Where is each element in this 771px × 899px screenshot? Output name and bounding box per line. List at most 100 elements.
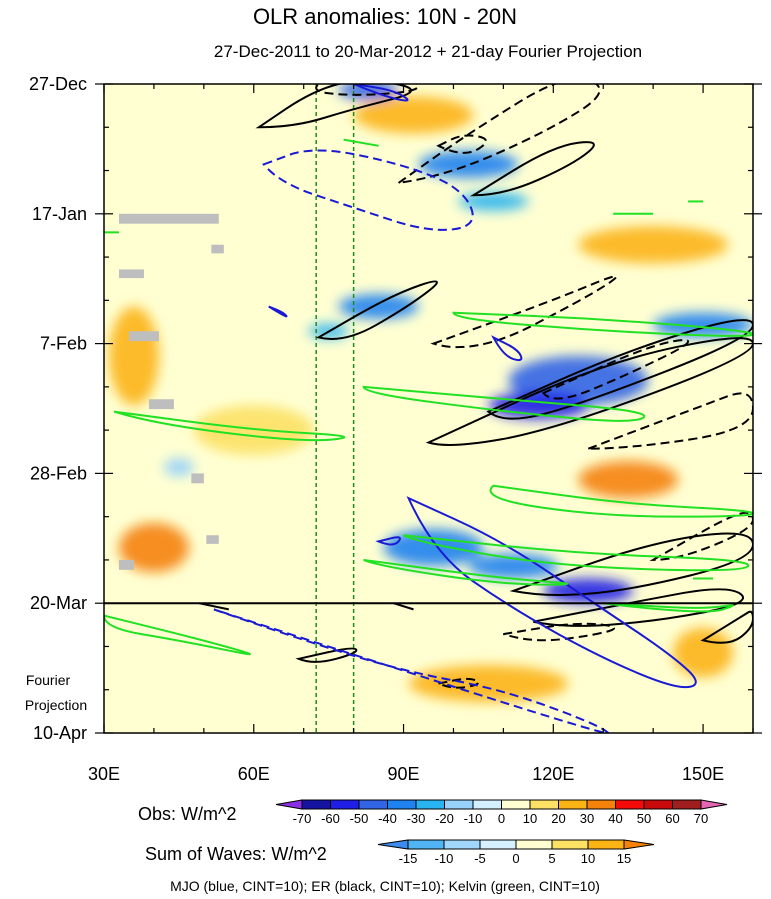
waves-colorbar-swatch	[623, 839, 655, 850]
waves-colorbar-level-label: -15	[399, 851, 418, 866]
missing-data-cell	[118, 269, 144, 279]
waves-colorbar-level-label: 10	[581, 851, 595, 866]
obs-colorbar-level-label: 70	[694, 811, 708, 826]
obs-colorbar-level-label: -30	[407, 811, 426, 826]
mjo-contour	[491, 335, 523, 362]
kelvin-contour	[104, 614, 251, 656]
obs-colorbar-level-label: 20	[551, 811, 565, 826]
anomaly-region	[418, 150, 519, 178]
obs-colorbar-level-label: -20	[435, 811, 454, 826]
waves-colorbar-swatch	[479, 839, 517, 850]
missing-data-cell	[148, 399, 174, 410]
er-contour	[649, 511, 753, 561]
kelvin-contour	[403, 534, 750, 572]
obs-colorbar-level-label: -50	[350, 811, 369, 826]
obs-colorbar-swatch	[501, 799, 531, 810]
anomaly-region	[468, 553, 559, 579]
anomaly-region	[458, 192, 529, 211]
obs-colorbar-swatch	[387, 799, 417, 810]
missing-data-cell	[128, 331, 159, 342]
missing-data	[118, 213, 224, 570]
projection-label-line2: Projection	[25, 697, 87, 713]
obs-colorbar-swatch	[700, 799, 728, 810]
obs-colorbar-level-label: 50	[637, 811, 651, 826]
kelvin-contour	[362, 385, 646, 422]
mjo-contour	[268, 305, 288, 318]
kelvin-contour	[343, 138, 379, 147]
er-contour	[316, 280, 438, 340]
waves-colorbar-level-label: 15	[617, 851, 631, 866]
anomaly-region	[383, 529, 484, 567]
x-tick-label: 60E	[238, 764, 270, 784]
er-contour	[587, 392, 753, 450]
obs-colorbar-swatch	[558, 799, 588, 810]
er-contour	[436, 134, 487, 154]
obs-colorbar-swatch	[444, 799, 474, 810]
obs-colorbar-swatch	[672, 799, 702, 810]
er-contour	[469, 141, 595, 197]
missing-data-cell	[118, 559, 134, 570]
obs-colorbar-swatch	[415, 799, 445, 810]
kelvin-contour	[363, 558, 569, 586]
chart-title: OLR anomalies: 10N - 20N	[253, 4, 517, 29]
y-tick-label: 28-Feb	[30, 463, 87, 483]
plot-background	[104, 84, 753, 733]
obs-colorbar-swatch	[586, 799, 616, 810]
anomaly-region	[108, 306, 159, 406]
anomaly-region	[353, 96, 474, 134]
x-axis: 30E 60E 90E 120E 150E	[88, 84, 754, 784]
obs-colorbar-level-label: -70	[293, 811, 312, 826]
obs-colorbar: -70 -60 -50 -40 -30 -20 -10 0 10 20 30 40 50 60 70	[275, 799, 728, 826]
er-contour	[435, 677, 480, 689]
obs-colorbar-level-label: 30	[580, 811, 594, 826]
plot-frame	[103, 83, 754, 734]
plot-area	[104, 84, 753, 733]
obs-colorbar-swatch	[615, 799, 645, 810]
missing-data-cell	[206, 535, 219, 544]
er-contour	[315, 84, 421, 96]
waves-colorbar-level-label: 0	[512, 851, 519, 866]
obs-colorbar-swatch	[330, 799, 360, 810]
x-tick-label: 30E	[88, 764, 120, 784]
y-tick-label: 27-Dec	[29, 74, 87, 94]
obs-colorbar-level-label: 60	[665, 811, 679, 826]
er-contour	[295, 647, 358, 663]
obs-colorbar-level-label: -60	[321, 811, 340, 826]
obs-colorbar-level-label: 40	[608, 811, 622, 826]
anomaly-region	[673, 627, 734, 678]
obs-colorbar-level-label: 0	[498, 811, 505, 826]
obs-colorbar-swatch	[529, 799, 559, 810]
missing-data-cell	[118, 213, 219, 224]
mjo-contour	[375, 536, 401, 546]
obs-colorbar-swatch	[358, 799, 388, 810]
obs-colorbar-level-label: -40	[378, 811, 397, 826]
waves-colorbar-swatch	[407, 839, 445, 850]
kelvin-contour	[452, 311, 753, 337]
anomaly-region	[653, 312, 753, 338]
anomaly-region	[578, 226, 729, 264]
er-contour	[397, 84, 601, 184]
mjo-contour	[213, 608, 610, 733]
obs-colorbar-swatch	[472, 799, 502, 810]
anomaly-region	[578, 461, 679, 499]
y-tick-label: 20-Mar	[30, 593, 87, 613]
y-tick-label: 10-Apr	[33, 723, 87, 743]
waves-colorbar-level-label: -5	[474, 851, 486, 866]
kelvin-contour	[113, 410, 346, 442]
reference-longitudes	[315, 84, 355, 733]
y-axis: 27-Dec 17-Jan 7-Feb 28-Feb 20-Mar 10-Apr	[29, 74, 762, 743]
waves-colorbar-level-label: 5	[548, 851, 555, 866]
obs-colorbar-swatch	[301, 799, 331, 810]
waves-colorbar: -15 -10 -5 0 5 10 15	[377, 839, 655, 866]
obs-colorbar-label: Obs: W/m^2	[138, 804, 236, 824]
obs-colorbar-level-label: -10	[464, 811, 483, 826]
mjo-contour	[353, 84, 409, 102]
obs-colorbar-swatch	[275, 799, 303, 810]
waves-colorbar-swatch	[443, 839, 481, 850]
kelvin-contour	[489, 484, 753, 518]
waves-colorbar-swatch	[515, 839, 553, 850]
waves-colorbar-swatch	[377, 839, 409, 850]
waves-colorbar-swatch	[551, 839, 589, 850]
projection-label-line1: Fourier	[26, 672, 71, 688]
